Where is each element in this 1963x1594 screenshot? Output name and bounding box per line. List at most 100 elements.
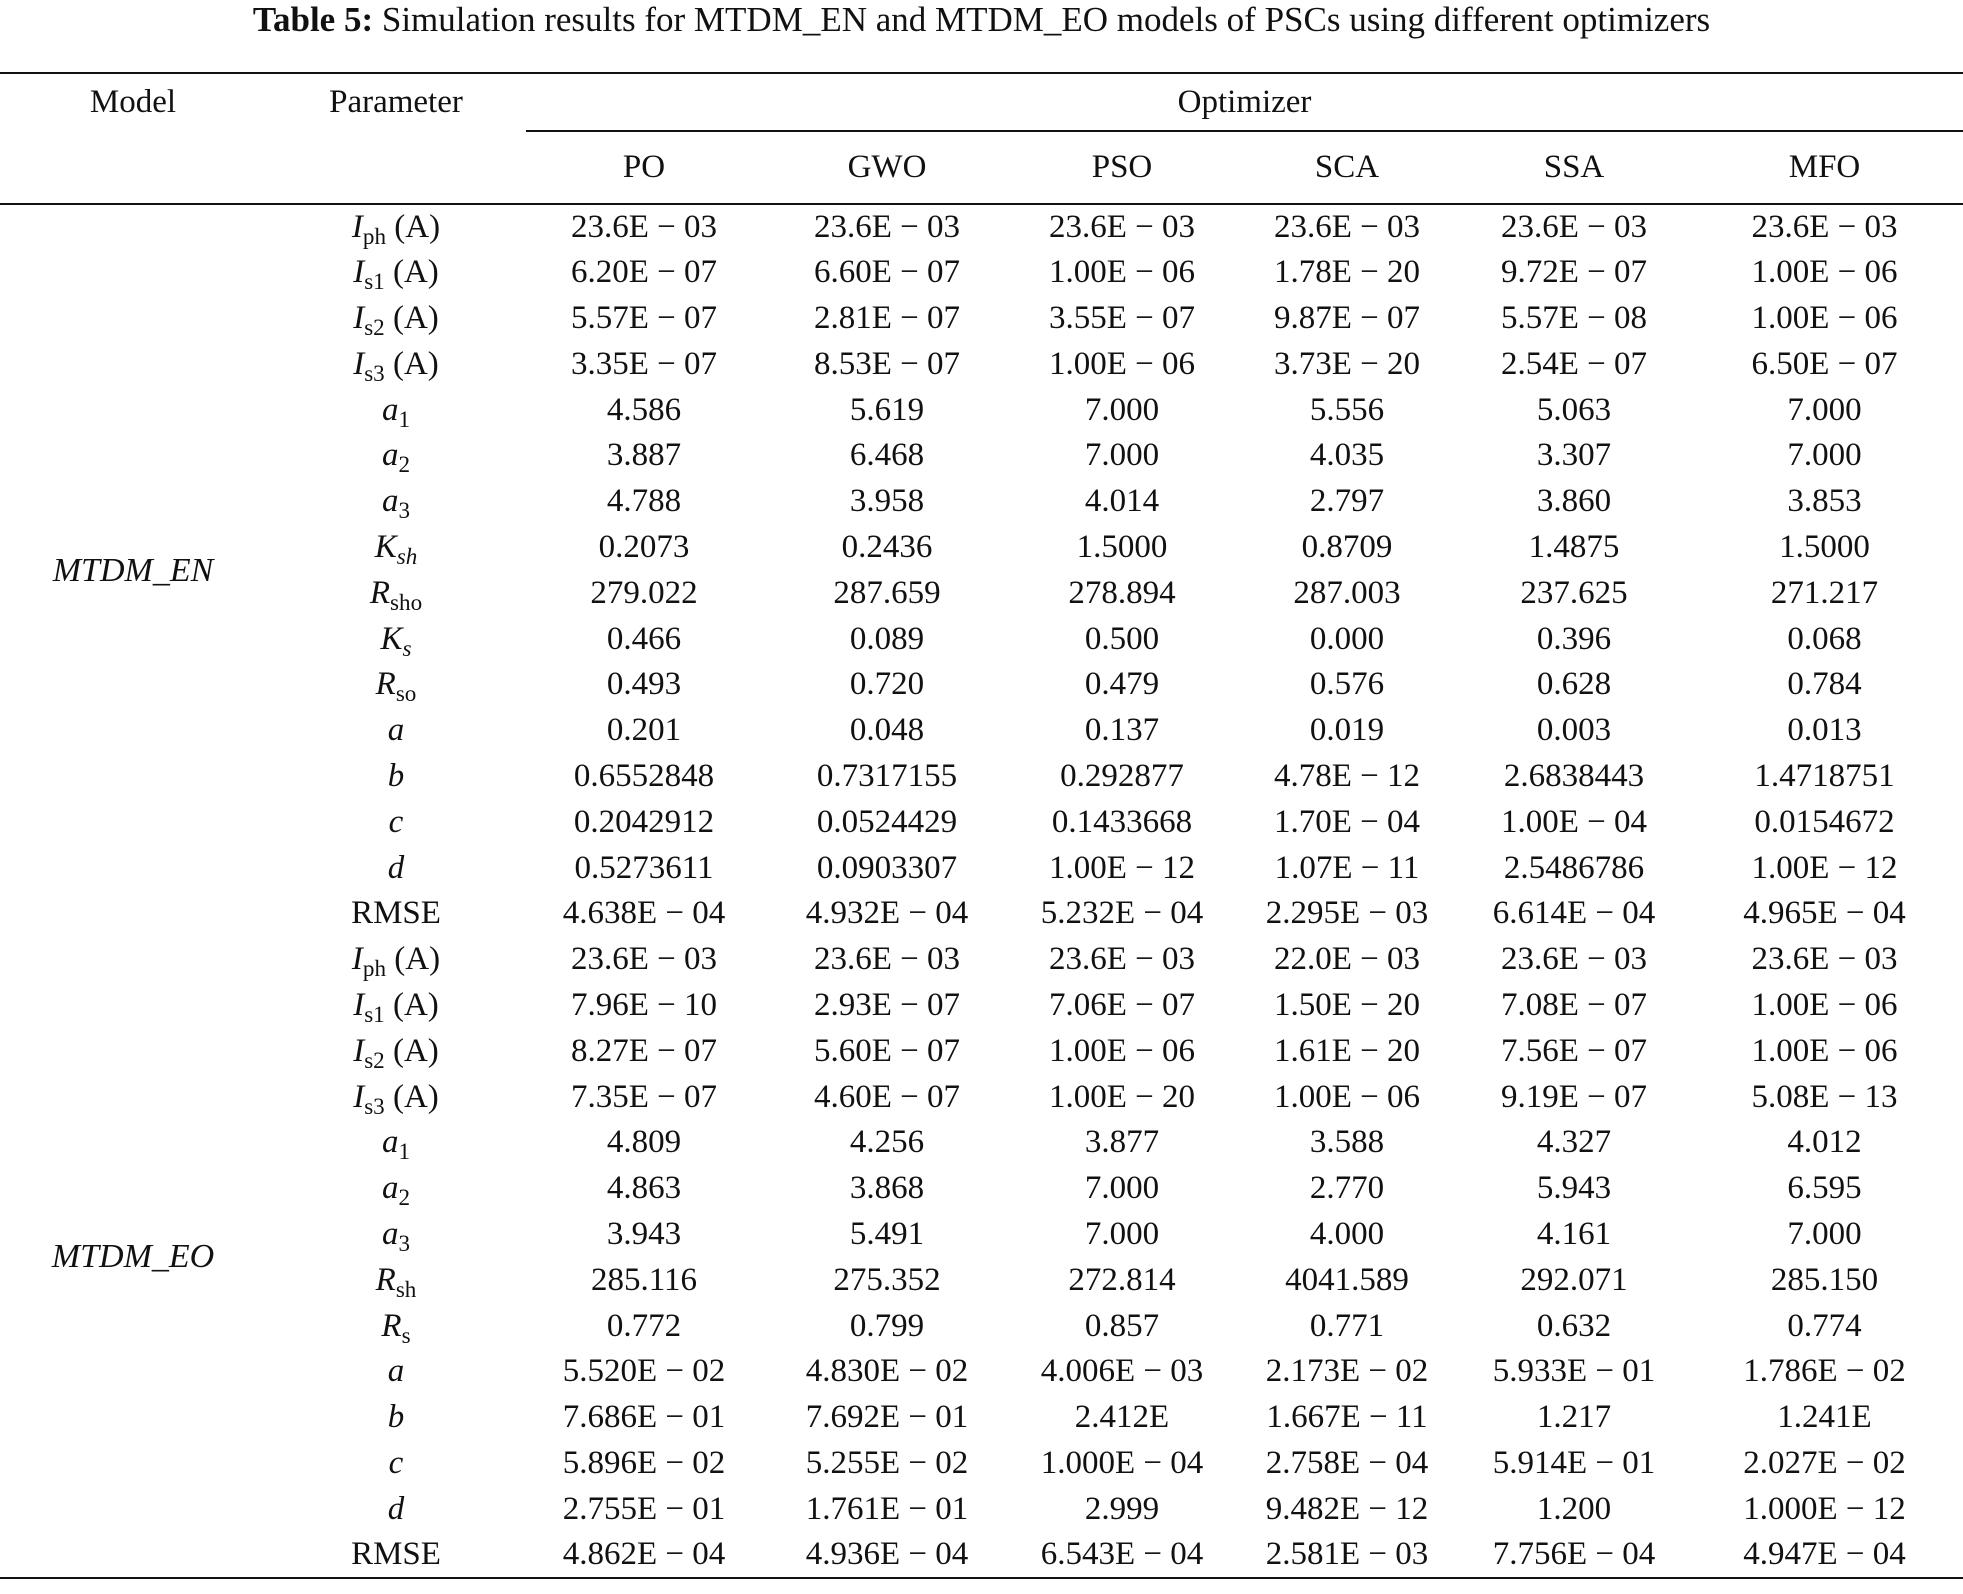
parameter-cell: a3 bbox=[266, 479, 526, 525]
value-cell: 0.772 bbox=[606, 1307, 682, 1344]
parameter-cell: Ks bbox=[266, 616, 526, 662]
parameter-subscript: s2 bbox=[364, 1046, 385, 1073]
value-cell: 3.887 bbox=[606, 437, 682, 474]
header-row-2: PO GWO PSO SCA SSA MFO bbox=[0, 130, 1963, 205]
value-cell: 4.932E − 04 bbox=[805, 895, 969, 932]
value-cell: 0.7317155 bbox=[816, 757, 958, 794]
value-cell: 2.6838443 bbox=[1503, 757, 1645, 794]
value-cell: 0.466 bbox=[606, 620, 682, 657]
value-cell: 23.6E − 03 bbox=[570, 208, 718, 245]
value-cell: 0.771 bbox=[1309, 1307, 1385, 1344]
value-cell: 0.8709 bbox=[1301, 528, 1393, 565]
value-cell: 7.000 bbox=[1084, 1170, 1160, 1207]
value-cell: 1.241E bbox=[1777, 1399, 1872, 1436]
table-row: a1 4.586 5.619 7.000 5.556 5.063 7.000 bbox=[0, 387, 1963, 433]
parameter-symbol: R bbox=[381, 1307, 402, 1344]
value-cell: 0.628 bbox=[1536, 666, 1612, 703]
parameter-symbol: a bbox=[381, 391, 399, 428]
value-cell: 5.619 bbox=[849, 391, 925, 428]
parameter-cell: a bbox=[266, 708, 526, 754]
parameter-subscript: s bbox=[401, 1321, 411, 1348]
value-cell: 1.200 bbox=[1536, 1490, 1612, 1527]
value-cell: 7.56E − 07 bbox=[1500, 1032, 1648, 1069]
table-row: Rso 0.493 0.720 0.479 0.576 0.628 0.784 bbox=[0, 662, 1963, 708]
value-cell: 272.814 bbox=[1068, 1261, 1176, 1298]
table-row: a3 3.943 5.491 7.000 4.000 4.161 7.000 bbox=[0, 1212, 1963, 1258]
value-cell: 2.770 bbox=[1309, 1170, 1385, 1207]
parameter-symbol: a bbox=[387, 1353, 405, 1390]
value-cell: 4.863 bbox=[606, 1170, 682, 1207]
value-cell: 0.0154672 bbox=[1754, 803, 1895, 840]
value-cell: 1.78E − 20 bbox=[1273, 254, 1421, 291]
parameter-symbol: a bbox=[381, 1170, 399, 1207]
value-cell: 2.93E − 07 bbox=[813, 986, 961, 1023]
value-cell: 0.857 bbox=[1084, 1307, 1160, 1344]
value-cell: 0.013 bbox=[1787, 712, 1862, 749]
value-cell: 23.6E − 03 bbox=[1500, 208, 1648, 245]
parameter-cell: a3 bbox=[266, 1212, 526, 1258]
value-cell: 7.000 bbox=[1787, 1215, 1862, 1252]
value-cell: 3.958 bbox=[849, 483, 925, 520]
value-cell: 4.788 bbox=[606, 483, 682, 520]
parameter-cell: c bbox=[266, 1441, 526, 1487]
parameter-unit: (A) bbox=[384, 1078, 439, 1115]
value-cell: 0.089 bbox=[849, 620, 925, 657]
parameter-cell: b bbox=[266, 1395, 526, 1441]
parameter-subscript: ph bbox=[362, 222, 387, 249]
table-row: Is2 (A) 5.57E − 07 2.81E − 07 3.55E − 07 9.8… bbox=[0, 296, 1963, 342]
parameter-cell: a2 bbox=[266, 1166, 526, 1212]
parameter-unit: (A) bbox=[384, 1032, 439, 1069]
value-cell: 4.638E − 04 bbox=[562, 895, 726, 932]
parameter-unit: (A) bbox=[384, 254, 439, 291]
parameter-symbol: I bbox=[353, 1078, 365, 1115]
value-cell: 0.720 bbox=[849, 666, 925, 703]
value-cell: 7.692E − 01 bbox=[805, 1399, 969, 1436]
parameter-subscript: 2 bbox=[398, 1184, 411, 1211]
table-row: Is1 (A) 7.96E − 10 2.93E − 07 7.06E − 07 1.5… bbox=[0, 983, 1963, 1029]
value-cell: 6.614E − 04 bbox=[1492, 895, 1656, 932]
results-table: Model Parameter Optimizer PO GWO PSO SCA… bbox=[0, 72, 1963, 1579]
value-cell: 23.6E − 03 bbox=[1048, 941, 1196, 978]
parameter-cell: d bbox=[266, 845, 526, 891]
value-cell: 3.943 bbox=[606, 1215, 682, 1252]
table-row: RMSE 4.862E − 04 4.936E − 04 6.543E − 04 2.5… bbox=[0, 1532, 1963, 1579]
value-cell: 0.000 bbox=[1309, 620, 1385, 657]
value-cell: 2.027E − 02 bbox=[1743, 1444, 1906, 1481]
parameter-subscript: sh bbox=[396, 542, 418, 569]
table-row: c 5.896E − 02 5.255E − 02 1.000E − 04 2.758E… bbox=[0, 1441, 1963, 1487]
value-cell: 4.035 bbox=[1309, 437, 1385, 474]
caption-text: Simulation results for MTDM_EN and MTDM_… bbox=[373, 0, 1711, 39]
parameter-cell: Is3 (A) bbox=[266, 341, 526, 387]
value-cell: 5.57E − 08 bbox=[1500, 299, 1648, 336]
parameter-cell: Iph (A) bbox=[266, 204, 526, 250]
parameter-cell: Is1 (A) bbox=[266, 983, 526, 1029]
value-cell: 0.6552848 bbox=[573, 757, 715, 794]
value-cell: 3.307 bbox=[1536, 437, 1612, 474]
value-cell: 0.632 bbox=[1536, 1307, 1612, 1344]
parameter-symbol: a bbox=[387, 712, 405, 749]
table-row: Is1 (A) 6.20E − 07 6.60E − 07 1.00E − 06 1.7… bbox=[0, 250, 1963, 296]
header-row-1: Model Parameter Optimizer bbox=[0, 72, 1963, 205]
parameter-unit: (A) bbox=[386, 208, 441, 245]
value-cell: 1.70E − 04 bbox=[1273, 803, 1421, 840]
value-cell: 0.068 bbox=[1787, 620, 1862, 657]
value-cell: 7.000 bbox=[1084, 437, 1160, 474]
value-cell: 4.327 bbox=[1536, 1124, 1612, 1161]
value-cell: 5.232E − 04 bbox=[1040, 895, 1204, 932]
value-cell: 4041.589 bbox=[1285, 1261, 1409, 1298]
table-row: a3 4.788 3.958 4.014 2.797 3.860 3.853 bbox=[0, 479, 1963, 525]
optimizer-header: Optimizer bbox=[526, 72, 1963, 132]
value-cell: 1.07E − 11 bbox=[1274, 849, 1420, 886]
parameter-cell: Rsh bbox=[266, 1257, 526, 1303]
value-cell: 22.0E − 03 bbox=[1273, 941, 1421, 978]
parameter-symbol: c bbox=[388, 1444, 404, 1481]
parameter-cell: a1 bbox=[266, 387, 526, 433]
table-row: a 5.520E − 02 4.830E − 02 4.006E − 03 2.173E… bbox=[0, 1349, 1963, 1395]
value-cell: 0.576 bbox=[1309, 666, 1385, 703]
value-cell: 5.491 bbox=[849, 1215, 925, 1252]
parameter-cell: Is1 (A) bbox=[266, 250, 526, 296]
parameter-cell: a2 bbox=[266, 433, 526, 479]
column-header: SCA bbox=[1232, 130, 1462, 205]
parameter-unit: (A) bbox=[384, 299, 439, 336]
value-cell: 2.755E − 01 bbox=[562, 1490, 726, 1527]
